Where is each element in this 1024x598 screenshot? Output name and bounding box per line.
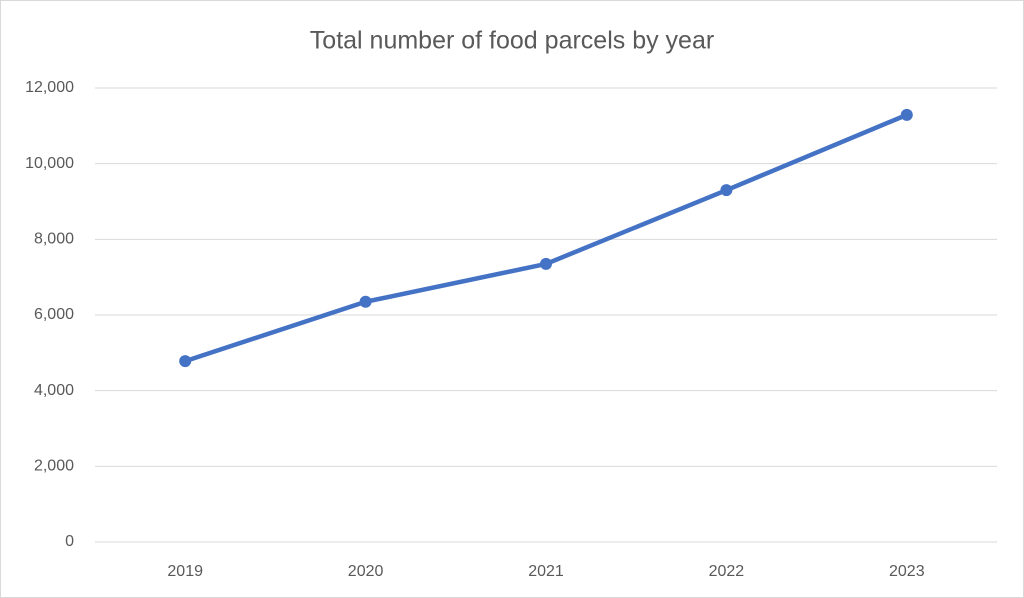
chart-title: Total number of food parcels by year xyxy=(310,27,714,55)
y-tick-label: 8,000 xyxy=(34,231,74,248)
y-tick-label: 10,000 xyxy=(25,155,74,172)
data-point xyxy=(720,184,733,197)
x-tick-label: 2020 xyxy=(348,563,384,580)
y-tick-label: 12,000 xyxy=(25,79,74,96)
x-tick-label: 2021 xyxy=(528,563,564,580)
y-tick-label: 2,000 xyxy=(34,458,74,475)
y-tick-label: 4,000 xyxy=(34,382,74,399)
data-point xyxy=(900,108,913,121)
y-tick-label: 0 xyxy=(65,533,74,550)
y-tick-label: 6,000 xyxy=(34,306,74,323)
data-point xyxy=(359,295,372,308)
x-tick-label: 2022 xyxy=(709,563,745,580)
x-tick-label: 2019 xyxy=(167,563,203,580)
x-tick-label: 2023 xyxy=(889,563,925,580)
data-point xyxy=(179,355,192,368)
data-point xyxy=(540,257,552,270)
